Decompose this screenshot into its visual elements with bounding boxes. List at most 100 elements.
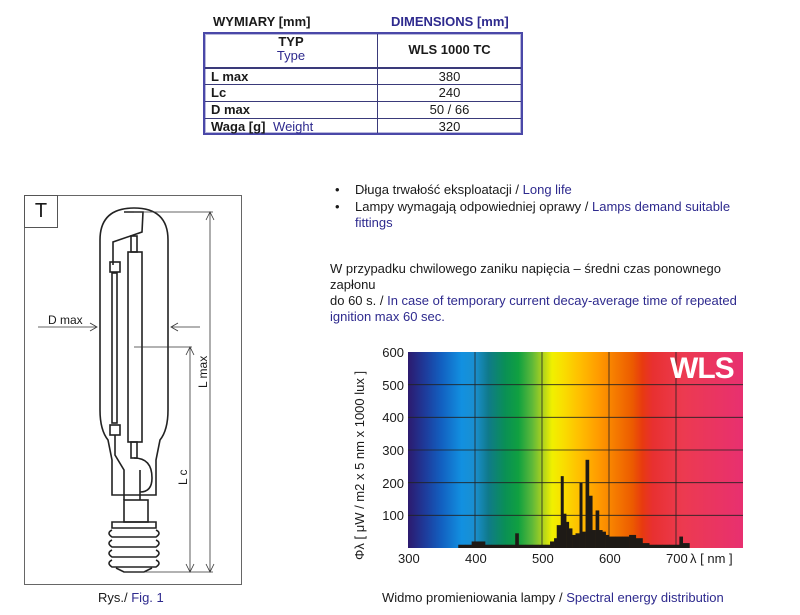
spectrum-bar <box>582 531 586 548</box>
spectrum-chart <box>408 352 743 548</box>
bullet-item: • Lampy wymagają odpowiedniej oprawy / L… <box>335 199 765 231</box>
lamp-drawing <box>38 207 215 573</box>
spectrum-bar <box>525 544 533 548</box>
figure-caption: Rys./ Fig. 1 <box>98 590 164 605</box>
type-badge: T <box>24 195 58 228</box>
spectrum-bar <box>563 513 567 548</box>
bullet-text-en: Lamps demand suitable <box>592 199 731 214</box>
spectrum-bar <box>686 543 690 548</box>
note-line: zapłonu <box>330 277 376 292</box>
y-tick: 500 <box>382 378 404 393</box>
spectrum-bar <box>560 476 564 548</box>
bullet-dot-icon: • <box>335 199 340 214</box>
spectrum-bar <box>485 544 493 548</box>
row-label: Lc <box>211 85 227 100</box>
caption-en: Spectral energy distribution <box>566 590 724 605</box>
spectrum-bar <box>554 538 558 548</box>
y-tick: 300 <box>382 443 404 458</box>
spectrum-bar <box>498 544 506 548</box>
ignition-note: W przypadku chwilowego zaniku napięcia –… <box>330 261 770 325</box>
y-tick: 100 <box>382 508 404 523</box>
d-max-label: D max <box>48 313 83 327</box>
dimensions-table: TYP Type WLS 1000 TC L max 380 Lc 240 D … <box>203 32 523 135</box>
table-row: Waga [g] Weight 320 <box>205 118 521 135</box>
spectrum-bar <box>550 541 555 548</box>
spectrum-bar <box>556 525 562 548</box>
table-row: D max 50 / 66 <box>205 101 521 118</box>
lc-label: L c <box>176 469 190 485</box>
spectrum-bar <box>592 530 596 548</box>
x-tick: 600 <box>599 551 621 566</box>
x-tick: 500 <box>532 551 554 566</box>
y-axis-label: Φλ [ μW / m2 x 5 nm x 1000 lux ] <box>352 370 367 560</box>
spectrum-bar <box>458 544 466 548</box>
spectrum-bar <box>464 544 472 548</box>
note-line: W przypadku chwilowego zaniku napięcia –… <box>330 261 721 276</box>
row-value: 380 <box>438 69 461 84</box>
lamp-figure-frame <box>24 195 242 585</box>
row-value: 240 <box>438 85 461 100</box>
x-tick: 300 <box>398 551 420 566</box>
type-value: WLS 1000 TC <box>408 42 491 57</box>
table-header-en: DIMENSIONS [mm] <box>391 14 509 29</box>
spectrum-bar <box>545 544 551 548</box>
spectrum-bar <box>491 544 499 548</box>
spectrum-bar <box>669 544 677 548</box>
spectrum-bar <box>615 536 623 548</box>
spectrum-bar <box>575 533 580 548</box>
spectrum-bar <box>538 544 546 548</box>
table-header-row: TYP Type WLS 1000 TC <box>205 34 521 67</box>
caption-en: Fig. 1 <box>131 590 164 605</box>
x-tick: 400 <box>465 551 487 566</box>
spectrum-bar <box>649 544 657 548</box>
bullet-text-pl: Długa trwałość eksploatacji / <box>355 182 523 197</box>
spectrum-bar <box>602 531 606 548</box>
y-tick: 200 <box>382 476 404 491</box>
spectrum-bar <box>635 538 643 548</box>
bullet-text-en-cont: fittings <box>355 215 393 230</box>
note-text-pl: do 60 s. / <box>330 293 388 308</box>
spectrum-bar <box>588 495 593 548</box>
spectrum-bar <box>605 534 610 548</box>
bullet-text-en: Long life <box>522 182 572 197</box>
spectrum-bar <box>471 541 479 548</box>
spectrum-bar <box>518 544 526 548</box>
note-line: do 60 s. / In case of temporary current … <box>330 293 770 309</box>
row-label-pl: Waga [g] <box>211 119 266 134</box>
spectrum-bar <box>622 536 630 548</box>
row-label: Waga [g] Weight <box>211 119 313 134</box>
x-tick: 700 <box>666 551 688 566</box>
bullet-item: • Długa trwałość eksploatacji / Long lif… <box>335 182 572 198</box>
table-row: Lc 240 <box>205 84 521 101</box>
spectrum-bar <box>679 536 683 548</box>
spectrum-bar <box>662 544 670 548</box>
spectrum-bar <box>478 541 486 548</box>
row-label-en: Weight <box>273 119 314 134</box>
spectrum-bar <box>642 543 650 548</box>
y-tick: 600 <box>382 345 404 360</box>
table-row: L max 380 <box>205 67 521 84</box>
row-label: D max <box>211 102 251 117</box>
spectrum-bar <box>598 530 603 548</box>
spectrum-bar <box>568 528 573 548</box>
row-value: 50 / 66 <box>429 102 470 117</box>
spectrum-bar <box>505 544 513 548</box>
row-label: L max <box>211 69 249 84</box>
caption-pl: Widmo promieniowania lampy / <box>382 590 567 605</box>
type-label-pl: TYP <box>278 34 304 49</box>
spectrum-bar <box>595 510 600 548</box>
spectrum-bar <box>531 544 539 548</box>
spectrum-bar <box>572 534 576 548</box>
table-header-pl: WYMIARY [mm] <box>213 14 311 29</box>
bullet-text-pl: Lampy wymagają odpowiedniej oprawy / <box>355 199 593 214</box>
spectrum-bar <box>585 459 590 548</box>
spectrum-bar <box>629 534 637 548</box>
spectrum-bar <box>655 544 663 548</box>
spectrum-bar <box>579 482 583 548</box>
note-line: ignition max 60 sec. <box>330 309 445 324</box>
spectrum-bar <box>609 536 616 548</box>
caption-pl: Rys./ <box>98 590 132 605</box>
y-tick: 400 <box>382 410 404 425</box>
bullet-dot-icon: • <box>335 182 340 197</box>
chart-title: WLS <box>670 352 735 385</box>
